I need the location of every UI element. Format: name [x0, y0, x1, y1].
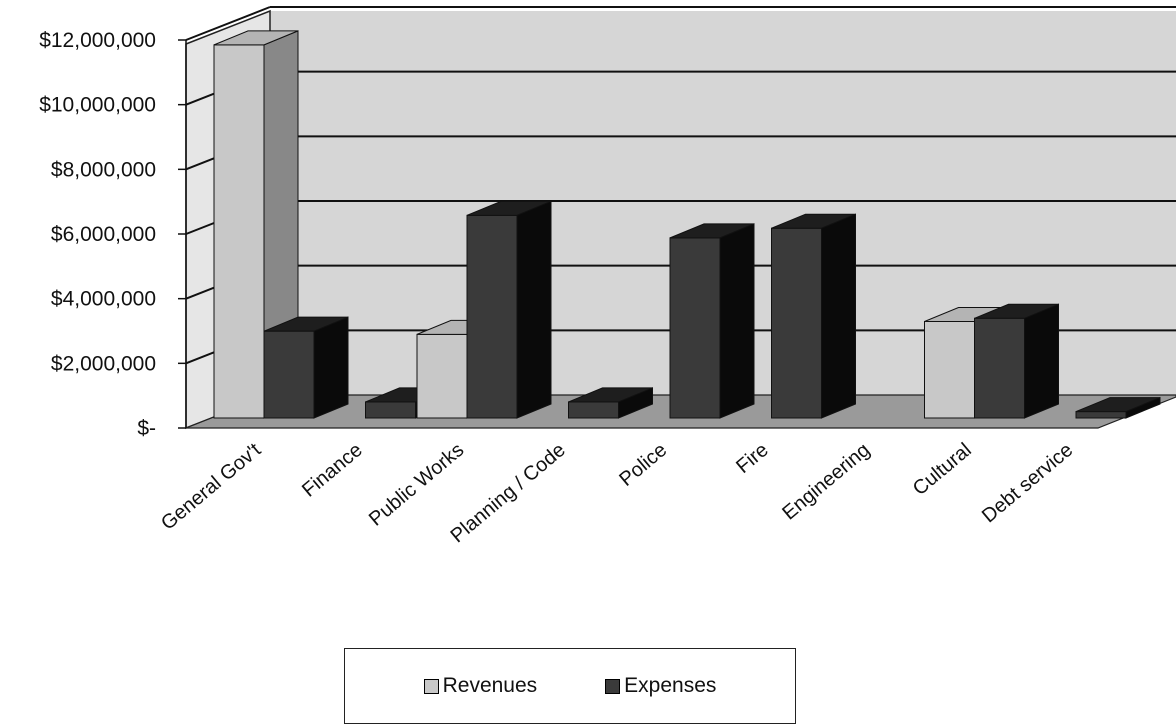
- x-tick-label: Finance: [298, 439, 367, 502]
- bar-front: [365, 401, 416, 419]
- bar-top: [669, 223, 755, 239]
- bar-front: [416, 333, 468, 419]
- x-tick-label: Fire: [732, 439, 773, 478]
- x-tick-label: Engineering: [778, 439, 874, 524]
- legend-swatch-expenses: [605, 678, 621, 694]
- y-tick-label: $2,000,000: [51, 352, 156, 375]
- bar-expenses: [263, 316, 349, 419]
- bar-expenses: [1075, 396, 1161, 419]
- x-tick-label: Police: [615, 439, 671, 491]
- y-tick-label: $6,000,000: [51, 223, 156, 246]
- bar-front: [1075, 411, 1127, 419]
- bar-front: [263, 330, 315, 419]
- bar-side: [516, 200, 552, 419]
- bar-top: [1075, 397, 1161, 413]
- x-tick-label: Public Works: [365, 439, 468, 531]
- bar-top: [974, 303, 1059, 319]
- bar-side: [719, 223, 755, 419]
- bar-expenses: [466, 200, 552, 419]
- bar-top: [213, 30, 299, 46]
- y-tick-label: $12,000,000: [39, 29, 156, 52]
- legend-label-expenses: Expenses: [624, 674, 717, 697]
- legend-item-expenses: Expenses: [605, 674, 716, 698]
- bar-expenses: [669, 223, 755, 419]
- legend: Revenues Expenses: [344, 648, 796, 724]
- bar-front: [771, 227, 822, 419]
- bar-expenses: [771, 213, 856, 419]
- bar-top: [263, 316, 349, 332]
- bar-front: [974, 317, 1025, 419]
- y-tick-label: $4,000,000: [51, 288, 156, 311]
- x-tick-label: Debt service: [978, 439, 1077, 527]
- bar-top: [568, 387, 653, 403]
- bar-front: [669, 237, 721, 419]
- bar-side: [821, 213, 856, 419]
- gridline-side: [185, 6, 271, 41]
- x-tick-label: Cultural: [909, 439, 976, 500]
- legend-item-revenues: Revenues: [423, 674, 538, 698]
- bar-side: [313, 316, 349, 419]
- bar-front: [568, 401, 619, 419]
- bar-front: [466, 214, 518, 419]
- bar-expenses: [568, 387, 653, 419]
- bar-front: [213, 44, 265, 419]
- bars: [213, 30, 1161, 419]
- y-axis: $- $2,000,000 $4,000,000 $6,000,000 $8,000,0…: [39, 29, 187, 440]
- legend-swatch-revenues: [423, 678, 439, 694]
- bar-top: [466, 200, 552, 216]
- x-tick-label: General Gov't: [157, 439, 266, 535]
- y-tick-label: $10,000,000: [39, 94, 156, 117]
- bar-expenses: [974, 303, 1059, 419]
- bar-top: [771, 213, 856, 229]
- bar-side: [1024, 303, 1059, 419]
- y-tick-label: $-: [137, 417, 156, 440]
- legend-label-revenues: Revenues: [442, 674, 538, 697]
- y-tick-label: $8,000,000: [51, 158, 156, 181]
- bar-front: [924, 321, 975, 419]
